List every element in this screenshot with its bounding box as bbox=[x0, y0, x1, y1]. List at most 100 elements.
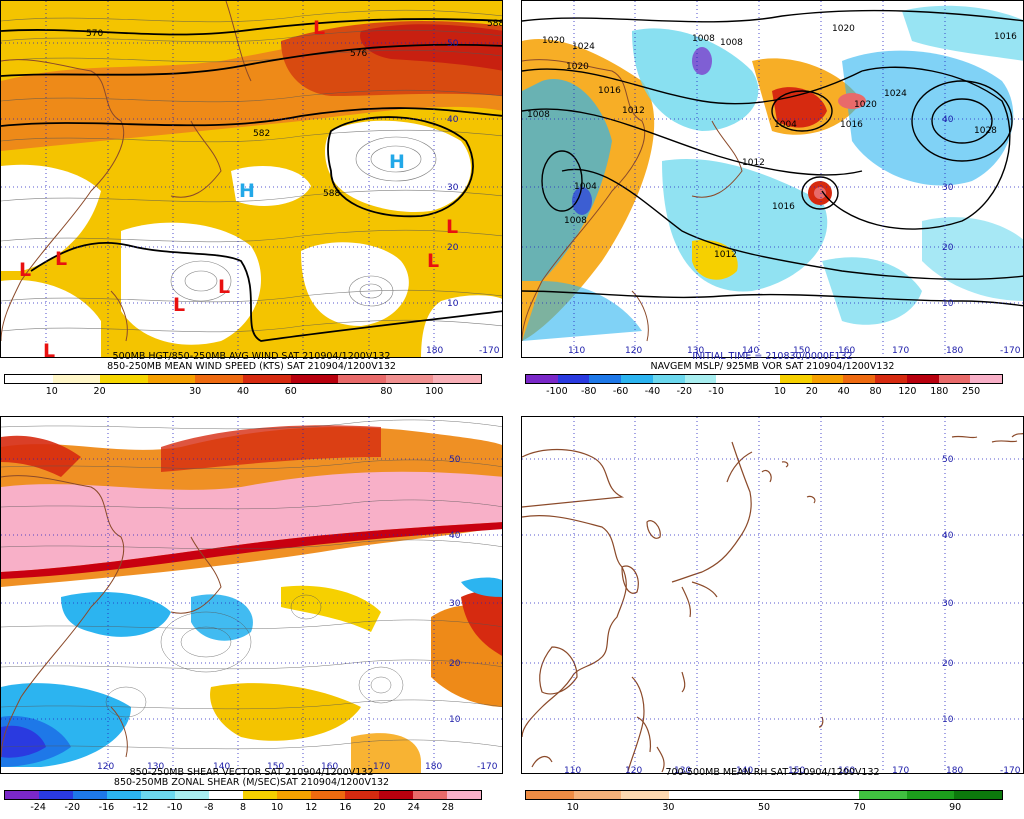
wind-low-symbols: L L L L L L L L bbox=[19, 17, 458, 358]
lat-label: 40 bbox=[449, 531, 461, 541]
isobar-label: 1016 bbox=[994, 32, 1017, 42]
lat-label: 50 bbox=[942, 455, 954, 465]
lon-label: 130 bbox=[147, 762, 164, 772]
lat-label: 20 bbox=[449, 659, 461, 669]
lat-label: 20 bbox=[942, 243, 954, 253]
lat-label: 10 bbox=[942, 299, 954, 309]
legend-tick-label: 250 bbox=[962, 386, 981, 397]
lon-label: 120 bbox=[625, 346, 642, 356]
lat-label: 30 bbox=[447, 183, 459, 193]
low-symbol: L bbox=[43, 340, 55, 358]
lon-label: 160 bbox=[838, 766, 855, 774]
wind-caption-line1: 500MB HGT/850-250MB AVG WIND SAT 210904/… bbox=[112, 351, 391, 362]
lon-label: 150 bbox=[793, 346, 810, 356]
isobar-label: 1020 bbox=[566, 62, 589, 72]
rh-map[interactable]: 50 40 30 20 10 110 120 130 140 150 160 1… bbox=[521, 416, 1024, 774]
wind-lon-labels: 180 -170 bbox=[426, 346, 500, 356]
lon-label: 170 bbox=[373, 762, 390, 772]
legend-swatch bbox=[100, 375, 148, 383]
legend-swatch bbox=[811, 375, 844, 383]
lat-label: 30 bbox=[942, 183, 954, 193]
legend-tick-label: -20 bbox=[64, 802, 81, 813]
mslp-map[interactable]: 1020 1024 1020 1016 1012 1008 1004 1008 … bbox=[521, 0, 1024, 358]
legend-tick-label: 10 bbox=[566, 802, 579, 813]
legend-tick-label: 80 bbox=[869, 386, 882, 397]
shear-color-bar bbox=[4, 790, 482, 800]
lat-label: 40 bbox=[942, 115, 954, 125]
legend-tick-label: -24 bbox=[30, 802, 46, 813]
panel-mslp: 1020 1024 1020 1016 1012 1008 1004 1008 … bbox=[521, 0, 1024, 402]
legend-tick-label: 28 bbox=[441, 802, 454, 813]
legend-tick-label: 20 bbox=[373, 802, 386, 813]
lat-label: 10 bbox=[447, 299, 459, 309]
lat-label: 10 bbox=[942, 715, 954, 725]
legend-tick-label: 90 bbox=[949, 802, 962, 813]
legend-swatch bbox=[970, 375, 1003, 383]
lon-label: 180 bbox=[426, 346, 443, 356]
mslp-lon-labels: 110 120 130 140 150 160 170 180 -170 bbox=[568, 346, 1021, 356]
contour-label: 588 bbox=[323, 189, 340, 199]
lon-label: 130 bbox=[687, 346, 704, 356]
legend-tick-label: 80 bbox=[380, 386, 393, 397]
lat-label: 30 bbox=[942, 599, 954, 609]
rh-lat-labels: 50 40 30 20 10 bbox=[942, 455, 954, 725]
panel-shear: 50 40 30 20 10 120 130 140 150 160 170 1… bbox=[0, 416, 503, 818]
lon-label: 140 bbox=[213, 762, 230, 772]
legend-swatch bbox=[875, 375, 907, 383]
lat-label: 10 bbox=[449, 715, 461, 725]
isobar-label: 1008 bbox=[692, 34, 715, 44]
legend-swatch bbox=[447, 791, 481, 799]
isobar-label: 1020 bbox=[854, 100, 877, 110]
contour-label: 576 bbox=[350, 49, 367, 59]
lon-label: 150 bbox=[267, 762, 284, 772]
rh-color-bar-ticks: 10 30 50 70 90 bbox=[525, 802, 1003, 814]
isobar-label: 1024 bbox=[884, 89, 907, 99]
lon-label: -170 bbox=[1000, 766, 1021, 774]
shear-caption-line1: 850-250MB SHEAR VECTOR SAT 210904/1200V1… bbox=[129, 767, 374, 778]
low-symbol: L bbox=[313, 17, 325, 39]
isobar-label: 1012 bbox=[622, 106, 645, 116]
lon-label: 180 bbox=[425, 762, 442, 772]
legend-tick-label: -8 bbox=[204, 802, 214, 813]
high-symbol: H bbox=[239, 180, 255, 202]
shear-map-svg: 50 40 30 20 10 120 130 140 150 160 170 1… bbox=[1, 417, 502, 773]
legend-tick-label: 70 bbox=[853, 802, 866, 813]
legend-tick-label: 50 bbox=[757, 802, 771, 813]
lat-label: 40 bbox=[942, 531, 954, 541]
wind-map[interactable]: 570 576 582 588 588 50 40 30 20 10 180 -… bbox=[0, 0, 503, 358]
lon-label: 110 bbox=[568, 346, 585, 356]
lon-label: 160 bbox=[838, 346, 855, 356]
wind-caption-line2: 850-250MB MEAN WIND SPEED (KTS) SAT 2109… bbox=[107, 361, 396, 372]
vorticity-blobs bbox=[522, 5, 1023, 341]
contour-label: 588 bbox=[487, 19, 503, 29]
legend-swatch bbox=[859, 791, 907, 799]
legend-swatch bbox=[5, 375, 53, 383]
legend-tick-label: 10 bbox=[45, 386, 58, 397]
isobar-label: 1020 bbox=[832, 24, 855, 34]
legend-tick-label: 60 bbox=[284, 386, 297, 397]
legend-tick-label: -10 bbox=[708, 386, 724, 397]
legend-swatch bbox=[73, 791, 107, 799]
rh-color-bar bbox=[525, 790, 1003, 800]
shear-caption-line2: 850-250MB ZONAL SHEAR (M/SEC)SAT 210904/… bbox=[113, 777, 390, 788]
wind-lat-labels: 50 40 30 20 10 bbox=[447, 39, 459, 309]
high-symbol: H bbox=[389, 151, 405, 173]
low-symbol: L bbox=[55, 248, 67, 270]
legend-swatch bbox=[573, 791, 622, 799]
legend-swatch bbox=[621, 375, 653, 383]
shear-lon-labels: 120 130 140 150 160 170 180 -170 bbox=[97, 762, 498, 772]
isobar-label: 1008 bbox=[564, 216, 587, 226]
legend-swatch bbox=[52, 375, 101, 383]
legend-tick-label: 180 bbox=[930, 386, 949, 397]
legend-swatch bbox=[589, 375, 622, 383]
mslp-caption-line1: INITIAL TIME = 210830/0000F132 bbox=[692, 351, 853, 362]
legend-tick-label: -100 bbox=[546, 386, 568, 397]
lon-label: -170 bbox=[477, 762, 498, 772]
lat-label: 20 bbox=[942, 659, 954, 669]
legend-swatch bbox=[621, 791, 669, 799]
legend-swatch bbox=[557, 375, 590, 383]
shear-map[interactable]: 50 40 30 20 10 120 130 140 150 160 170 1… bbox=[0, 416, 503, 774]
lat-label: 50 bbox=[449, 455, 461, 465]
legend-swatch bbox=[338, 375, 386, 383]
legend-tick-label: 8 bbox=[239, 802, 247, 813]
